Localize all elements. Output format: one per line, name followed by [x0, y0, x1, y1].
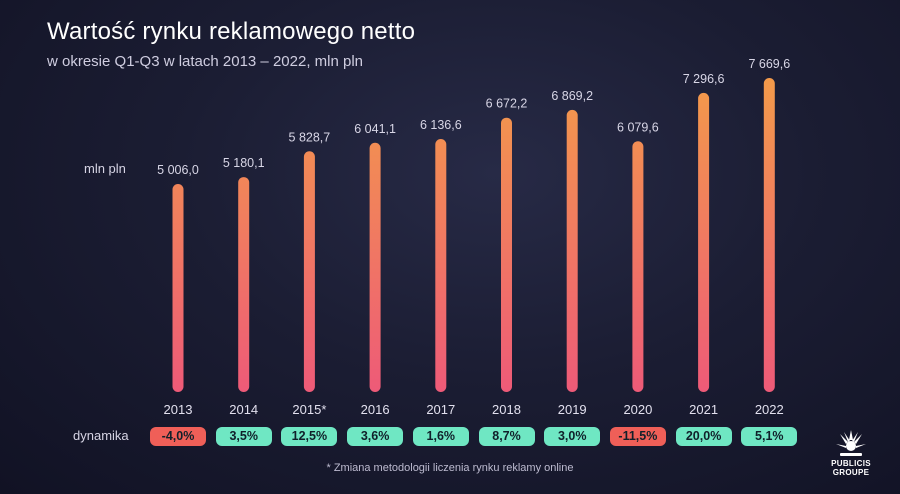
value-label: 7 669,6: [748, 57, 790, 71]
bar-2014: [238, 177, 250, 392]
value-label: 6 869,2: [551, 89, 593, 103]
x-tick-label: 2018: [492, 402, 521, 417]
lion-emblem-icon: [836, 430, 866, 456]
dynamics-badge-negative: -4,0%: [150, 427, 206, 446]
bar-2015: [303, 151, 315, 392]
value-label: 5 828,7: [289, 130, 331, 144]
footnote: * Zmiana metodologii liczenia rynku rekl…: [326, 462, 574, 474]
dynamics-badge-positive: 20,0%: [675, 427, 732, 446]
bar-2016: [369, 142, 381, 392]
x-tick-label: 2019: [558, 402, 587, 417]
logo-line-1: PUBLICIS: [831, 459, 871, 468]
value-label: 6 041,1: [354, 122, 396, 136]
x-tick-label: 2021: [689, 402, 718, 417]
dynamics-row-label: dynamika: [73, 428, 129, 443]
bar-2020: [632, 141, 644, 392]
value-label: 6 672,2: [486, 97, 528, 111]
value-label: 5 006,0: [157, 163, 199, 177]
x-tick-label: 2015*: [292, 402, 326, 417]
dynamics-badge-positive: 1,6%: [412, 427, 469, 446]
bar-2021: [698, 92, 710, 393]
dynamics-badge-positive: 12,5%: [281, 427, 338, 446]
bar-2019: [566, 109, 578, 392]
value-label: 7 296,6: [683, 72, 725, 86]
x-tick-label: 2016: [361, 402, 390, 417]
dynamics-badge-negative: -11,5%: [609, 427, 666, 446]
bar-2022: [763, 78, 775, 392]
value-label: 5 180,1: [223, 156, 265, 170]
value-label: 6 136,6: [420, 118, 462, 132]
publicis-groupe-logo: PUBLICIS GROUPE: [824, 428, 878, 490]
x-tick-label: 2020: [623, 402, 652, 417]
dynamics-badge-positive: 5,1%: [741, 427, 798, 446]
bar-2017: [435, 139, 447, 392]
dynamics-badge-positive: 3,0%: [544, 427, 601, 446]
value-label: 6 079,6: [617, 120, 659, 134]
x-tick-label: 2013: [164, 402, 193, 417]
chart-title: Wartość rynku reklamowego netto: [47, 18, 416, 45]
dynamics-badge-positive: 3,5%: [215, 427, 272, 446]
x-tick-label: 2022: [755, 402, 784, 417]
bar-2013: [172, 184, 184, 392]
logo-line-2: GROUPE: [832, 468, 870, 477]
dynamics-badge-positive: 8,7%: [478, 427, 535, 446]
x-tick-label: 2017: [426, 402, 455, 417]
x-tick-label: 2014: [229, 402, 258, 417]
bar-2018: [501, 117, 512, 393]
dynamics-badge-positive: 3,6%: [347, 427, 404, 446]
unit-label: mln pln: [84, 161, 126, 176]
chart-subtitle: w okresie Q1-Q3 w latach 2013 – 2022, ml…: [47, 53, 364, 70]
